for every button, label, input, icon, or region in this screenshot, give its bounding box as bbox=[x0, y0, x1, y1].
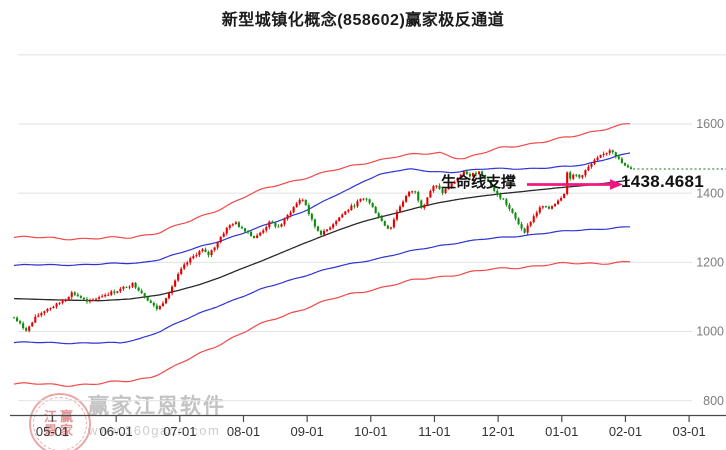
y-axis-label: 800 bbox=[703, 394, 724, 408]
x-axis-label: 07-01 bbox=[163, 424, 196, 439]
seal-inner-ring bbox=[33, 397, 87, 450]
seal-text-row1: 江赢 bbox=[43, 409, 76, 424]
x-axis-label: 11-01 bbox=[418, 424, 450, 439]
chart-title: 新型城镇化概念(858602)赢家极反通道 bbox=[221, 12, 505, 29]
seal-text-row2: 恩家 bbox=[43, 423, 76, 438]
lifeline-support-value: 1438.4681 bbox=[621, 172, 705, 191]
x-axis-label: 12-01 bbox=[481, 424, 514, 439]
channel-red-lower-line bbox=[13, 260, 631, 387]
y-axis-label: 1400 bbox=[696, 186, 724, 200]
x-axis: 05-01 06-01 07-01 08-01 09-01 10-01 11-01 12-01… bbox=[10, 414, 726, 439]
y-axis-label: 1200 bbox=[696, 256, 724, 270]
channel-red-upper-line bbox=[13, 123, 630, 241]
x-axis-label: 05-01 bbox=[36, 424, 69, 439]
x-axis-label: 10-01 bbox=[354, 424, 387, 439]
lifeline-black-line bbox=[13, 179, 631, 302]
x-axis-label: 06-01 bbox=[100, 424, 133, 439]
x-axis-label: 09-01 bbox=[291, 424, 324, 439]
channel-blue-lower-line bbox=[13, 226, 630, 345]
support-arrow bbox=[527, 179, 623, 190]
y-axis-labels: 1600 1400 1200 1000 800 bbox=[696, 117, 724, 408]
y-axis-label: 1600 bbox=[696, 117, 724, 131]
grid-lines bbox=[18, 54, 726, 402]
watermark-url-text: www.360gann.com bbox=[88, 423, 221, 438]
x-axis-label: 01-01 bbox=[545, 424, 578, 439]
x-axis-label: 02-01 bbox=[609, 424, 642, 439]
x-axis-label: 03-01 bbox=[672, 424, 705, 439]
brand-seal-logo: 江赢 恩家 bbox=[29, 393, 91, 450]
x-axis-label: 08-01 bbox=[227, 424, 260, 439]
price-candles bbox=[12, 148, 633, 333]
y-axis-label: 1000 bbox=[696, 325, 724, 339]
channel-blue-upper-line bbox=[13, 152, 631, 267]
lifeline-support-label: 生命线支撑 bbox=[441, 174, 517, 191]
